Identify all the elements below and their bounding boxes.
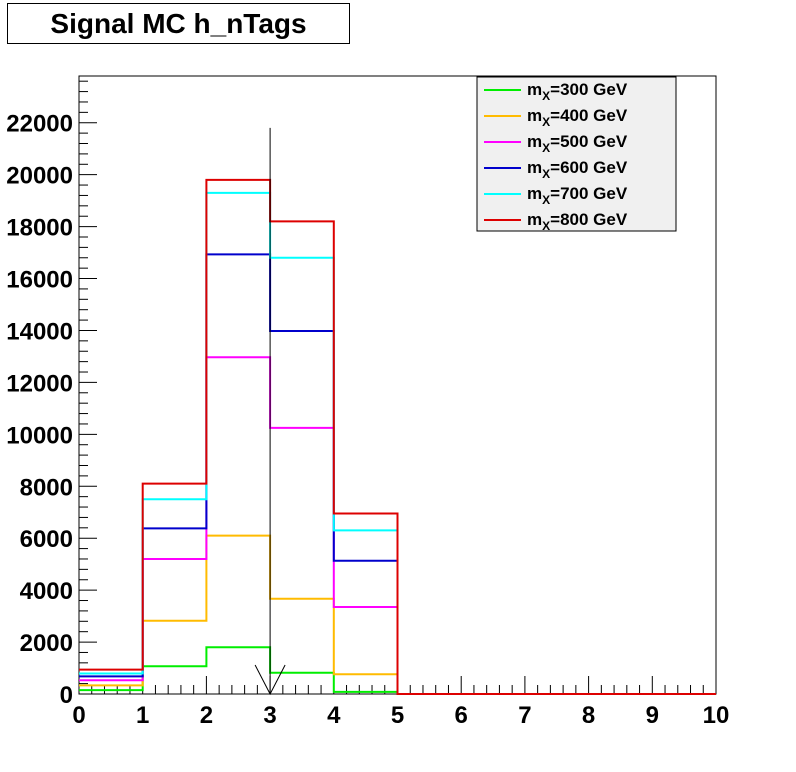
- series-layer: [79, 178, 716, 695]
- x-tick-label: 5: [391, 702, 404, 729]
- x-tick-label: 9: [646, 702, 659, 729]
- x-tick-label: 7: [518, 702, 531, 729]
- y-tick-label: 0: [60, 682, 73, 709]
- legend: mX=300 GeV mX=400 GeV mX=500 GeV mX=600 GeV…: [476, 76, 677, 233]
- x-tick-label: 4: [327, 702, 341, 729]
- x-tick-label: 8: [582, 702, 595, 729]
- y-tick-label: 16000: [6, 267, 73, 294]
- legend-label: mX=700 GeV: [527, 184, 628, 207]
- cut-arrow: [254, 664, 286, 696]
- series-line: [79, 178, 716, 695]
- x-tick-labels: 0 1 2 3 4 5 6 7 8 9 10: [72, 702, 729, 729]
- x-tick-label: 1: [136, 702, 149, 729]
- y-tick-labels: 0 2000 4000 6000 8000 10000 12000 14000 16000 180…: [6, 111, 73, 709]
- y-tick-label: 8000: [20, 474, 73, 501]
- y-tick-label: 12000: [6, 370, 73, 397]
- legend-label: mX=800 GeV: [527, 210, 628, 233]
- y-tick-label: 14000: [6, 318, 73, 345]
- x-tick-label: 6: [455, 702, 468, 729]
- x-tick-label: 2: [200, 702, 213, 729]
- legend-label: mX=400 GeV: [527, 106, 628, 129]
- legend-label: mX=600 GeV: [527, 158, 628, 181]
- legend-label: mX=300 GeV: [527, 80, 628, 103]
- y-tick-label: 4000: [20, 578, 73, 605]
- cut-marker: [254, 127, 286, 696]
- y-tick-label: 20000: [6, 163, 73, 190]
- x-tick-label: 3: [263, 702, 276, 729]
- legend-label: mX=500 GeV: [527, 132, 628, 155]
- chart-title: Signal MC h_nTags: [7, 3, 350, 44]
- y-tick-label: 6000: [20, 526, 73, 553]
- y-tick-label: 10000: [6, 422, 73, 449]
- y-tick-label: 22000: [6, 111, 73, 138]
- y-tick-label: 18000: [6, 215, 73, 242]
- y-tick-label: 2000: [20, 630, 73, 657]
- x-tick-label: 10: [703, 702, 730, 729]
- legend-box: [476, 76, 677, 232]
- axis-ticks: [78, 80, 717, 695]
- x-tick-label: 0: [72, 702, 85, 729]
